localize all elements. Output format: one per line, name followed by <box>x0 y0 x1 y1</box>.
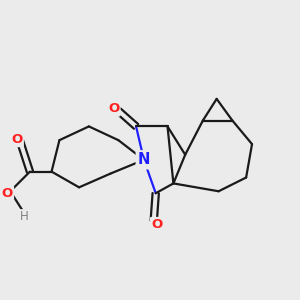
Text: O: O <box>2 187 13 200</box>
Text: O: O <box>11 133 22 146</box>
Text: N: N <box>138 152 150 167</box>
Text: O: O <box>151 218 163 231</box>
Text: O: O <box>108 102 119 115</box>
Text: H: H <box>20 210 28 223</box>
